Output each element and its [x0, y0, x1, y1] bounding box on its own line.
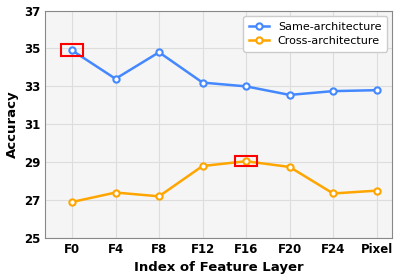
Cross-architecture: [374, 189, 379, 192]
Line: Cross-architecture: Cross-architecture: [69, 158, 380, 205]
Same-architecture: [200, 81, 205, 84]
Legend: Same-architecture, Cross-architecture: Same-architecture, Cross-architecture: [243, 16, 387, 52]
Same-architecture: [374, 88, 379, 92]
Cross-architecture: [331, 192, 336, 195]
Cross-architecture: [287, 165, 292, 169]
Same-architecture: [157, 51, 162, 54]
Same-architecture: [113, 77, 118, 80]
Cross-architecture: [113, 191, 118, 194]
Same-architecture: [331, 89, 336, 93]
Bar: [61, 45, 83, 56]
Bar: [235, 156, 257, 166]
Same-architecture: [287, 93, 292, 97]
Same-architecture: [244, 85, 248, 88]
X-axis label: Index of Feature Layer: Index of Feature Layer: [134, 262, 304, 274]
Line: Same-architecture: Same-architecture: [69, 47, 380, 98]
Cross-architecture: [157, 195, 162, 198]
Y-axis label: Accuracy: Accuracy: [6, 90, 18, 158]
Cross-architecture: [200, 164, 205, 168]
Cross-architecture: [70, 200, 74, 204]
Cross-architecture: [244, 160, 248, 163]
Same-architecture: [70, 49, 74, 52]
